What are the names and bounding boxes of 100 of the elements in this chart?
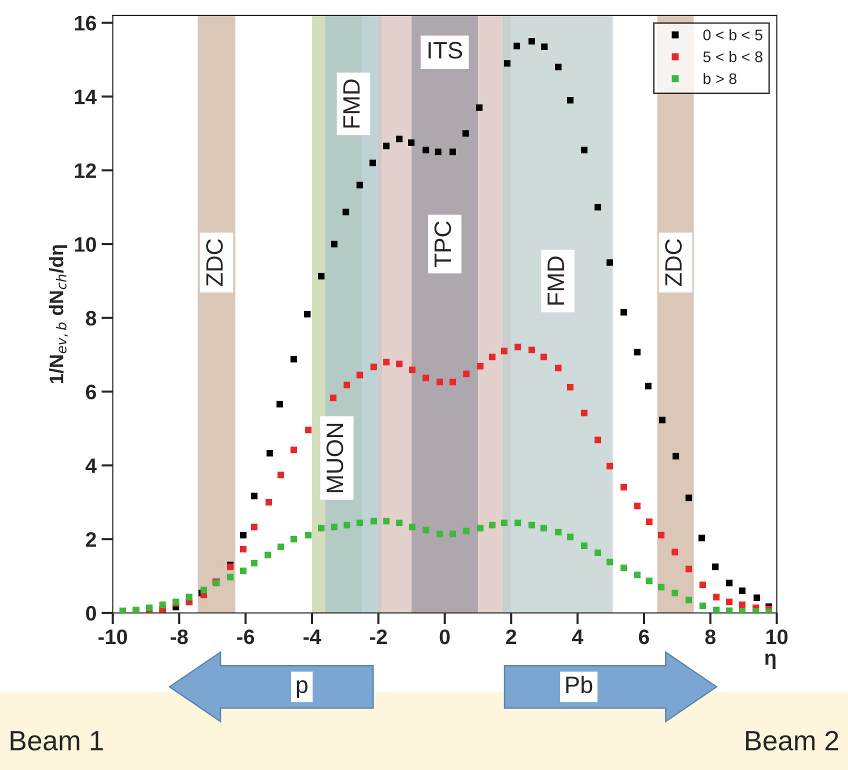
point	[726, 598, 733, 606]
point	[250, 524, 258, 530]
point	[514, 520, 522, 526]
text: Pb	[566, 676, 592, 694]
point	[686, 566, 692, 572]
legend-label: 5 < b < 8	[703, 51, 762, 62]
point	[672, 548, 678, 556]
point	[369, 160, 376, 166]
point	[449, 378, 456, 386]
point	[477, 362, 484, 370]
point	[200, 586, 208, 594]
point	[580, 410, 588, 416]
point	[318, 524, 325, 532]
point	[449, 148, 456, 156]
y-tick-label: 16	[74, 16, 96, 31]
point	[752, 608, 760, 613]
point	[540, 524, 547, 532]
point	[250, 492, 258, 500]
band-label: ZDC	[206, 239, 223, 286]
point	[330, 394, 336, 402]
point	[754, 594, 760, 602]
point	[488, 522, 496, 528]
point	[541, 43, 548, 50]
point	[342, 208, 350, 216]
band-label: TPC	[434, 221, 452, 268]
point	[514, 42, 520, 50]
x-tick-label: 6	[638, 629, 650, 644]
point	[240, 532, 247, 538]
point	[422, 146, 430, 154]
point	[304, 310, 311, 318]
point	[290, 446, 297, 454]
point	[396, 360, 403, 368]
point	[396, 136, 403, 142]
point	[449, 530, 456, 538]
point	[634, 572, 641, 578]
point	[476, 104, 483, 111]
point	[567, 96, 574, 104]
point	[356, 372, 364, 378]
point	[330, 240, 338, 248]
point	[318, 272, 325, 280]
band-label: MUON	[326, 424, 344, 492]
x-tick-label: 8	[705, 629, 716, 644]
point	[528, 346, 536, 354]
point	[330, 524, 338, 530]
point	[672, 452, 680, 460]
point	[276, 400, 284, 408]
point	[383, 142, 390, 150]
point	[422, 374, 430, 382]
point	[240, 546, 247, 552]
point	[686, 596, 692, 604]
point	[266, 499, 272, 506]
point	[422, 526, 430, 534]
point	[726, 607, 733, 613]
point	[370, 364, 377, 370]
point	[713, 606, 720, 613]
point	[500, 520, 508, 526]
point	[646, 518, 653, 526]
point	[738, 588, 746, 594]
point	[555, 364, 562, 372]
point	[540, 354, 547, 360]
point	[186, 594, 192, 600]
point	[408, 524, 416, 530]
point	[528, 522, 536, 528]
point	[646, 578, 653, 584]
y-tick-label: 6	[86, 384, 96, 400]
point	[555, 528, 562, 536]
point	[620, 309, 627, 316]
point	[383, 358, 390, 366]
point	[686, 494, 692, 502]
text: p	[296, 680, 308, 698]
point	[462, 130, 469, 137]
point	[436, 378, 444, 386]
point	[567, 384, 574, 390]
point	[658, 584, 664, 590]
x-tick-label: -8	[170, 629, 188, 644]
point	[712, 564, 719, 570]
point	[594, 436, 602, 444]
x-tick-label: -4	[304, 630, 322, 644]
point	[344, 382, 350, 388]
point	[606, 259, 614, 266]
legend-label: 0 < b < 5	[703, 29, 762, 40]
point	[504, 60, 510, 67]
point	[698, 534, 705, 542]
point	[408, 139, 414, 146]
text: Beam 1	[10, 731, 103, 751]
x-tick-label: 10	[766, 629, 788, 644]
point	[463, 528, 470, 534]
point	[713, 594, 720, 600]
x-axis-title: η	[765, 654, 776, 670]
point	[396, 520, 403, 526]
point	[408, 366, 416, 374]
point	[434, 148, 442, 156]
y-tick-label: 10	[74, 237, 96, 252]
text: Beam 2	[746, 730, 838, 751]
point	[645, 382, 652, 390]
point	[278, 472, 284, 478]
point	[580, 542, 588, 550]
point	[658, 416, 666, 424]
x-tick-label: 4	[572, 630, 584, 644]
point	[227, 574, 234, 580]
